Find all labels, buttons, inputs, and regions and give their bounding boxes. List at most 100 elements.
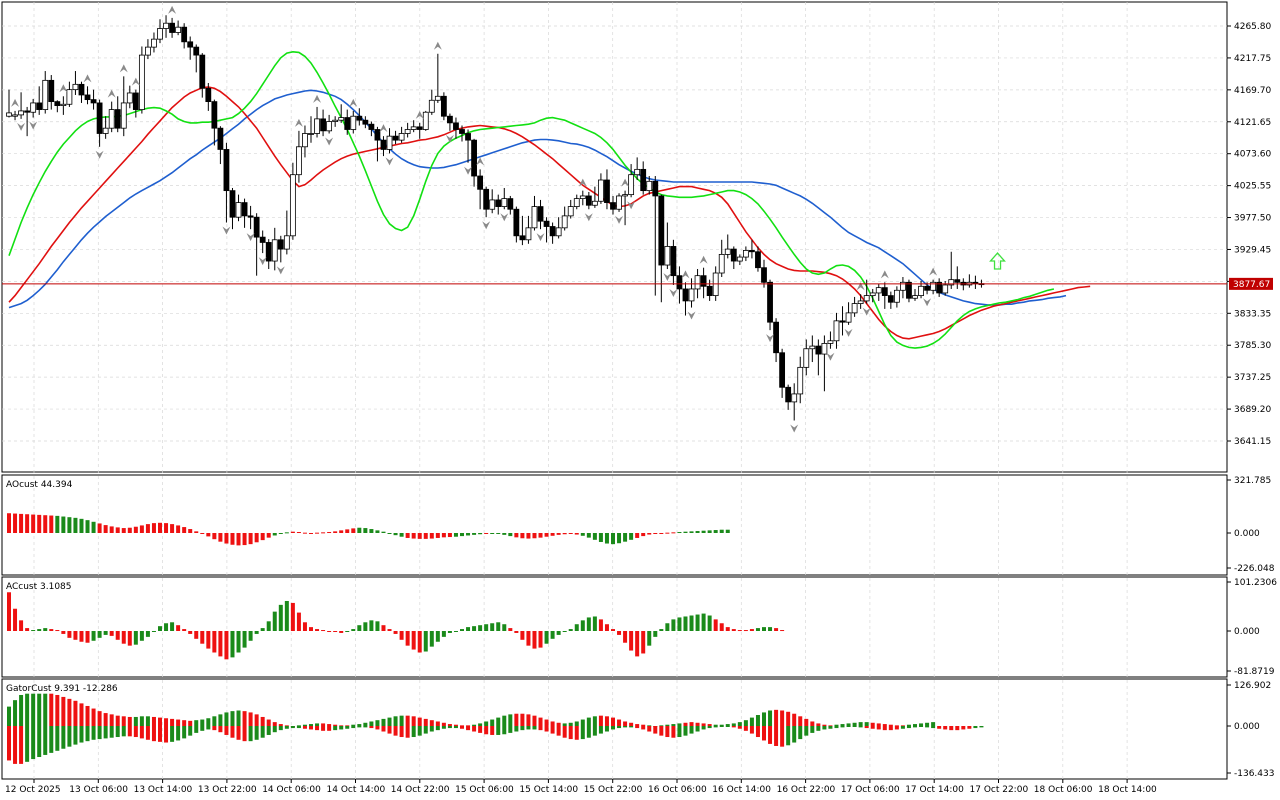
candle-bear [755, 251, 761, 269]
candle-bear [700, 275, 707, 287]
ac-bar [695, 614, 700, 631]
candle-bull [145, 46, 151, 56]
candle-bull [296, 146, 302, 176]
candle-bear [954, 279, 961, 283]
gator-lower-bar [749, 726, 754, 734]
candle-bull [271, 239, 278, 262]
gator-upper-bar [798, 716, 803, 726]
gator-lower-bar [882, 726, 887, 731]
gator-upper-bar [453, 724, 458, 726]
ac-bar [490, 623, 495, 631]
ac-bar [393, 631, 398, 634]
gator-lower-bar [411, 726, 416, 738]
ac-bar [145, 631, 150, 637]
ao-bar [242, 533, 247, 546]
gator-upper-bar [357, 724, 362, 726]
candle-bull [332, 119, 339, 122]
ac-bar [677, 617, 682, 631]
gator-upper-bar [399, 715, 404, 726]
gator-lower-bar [967, 726, 972, 729]
gator-upper-bar [780, 710, 785, 726]
candle-bull [12, 114, 18, 117]
ao-bar [568, 533, 573, 534]
ac-bar [623, 631, 628, 643]
candle-bull [634, 168, 641, 176]
gator-lower-bar [423, 726, 428, 734]
gator-upper-bar [248, 712, 253, 726]
ac-bar [586, 617, 591, 631]
ac-bar [13, 608, 18, 631]
ao-bar [61, 516, 66, 533]
gator-lower-bar [858, 726, 863, 728]
gator-upper-bar [713, 724, 718, 726]
fractal-up-marker [131, 77, 140, 86]
ac-bar [683, 616, 688, 631]
ao-bar [230, 533, 235, 545]
gator-lower-bar [284, 726, 289, 729]
candle-bull [688, 288, 695, 302]
gator-lower-bar [894, 726, 899, 730]
gator-upper-bar [919, 723, 924, 726]
ac-bar [194, 631, 199, 639]
gator-lower-bar [188, 726, 193, 736]
gator-lower-bar [242, 726, 247, 742]
gator-lower-bar [955, 726, 960, 731]
ao-bar [713, 530, 718, 533]
candle-bear [471, 139, 477, 177]
ao-bar [260, 533, 265, 541]
ac-bar [284, 600, 289, 631]
candle-bear [779, 352, 786, 388]
candle-bear [549, 226, 556, 237]
gator-lower-bar [37, 726, 42, 758]
candle-bear [265, 242, 272, 262]
ao-bar [206, 533, 211, 537]
gator-lower-bar [755, 726, 760, 738]
fractal-down-marker [536, 233, 545, 242]
ao-bar [441, 533, 446, 538]
gator-upper-bar [345, 725, 350, 727]
fractal-down-marker [95, 150, 104, 159]
gator-lower-bar [200, 726, 205, 731]
ac-bar [381, 625, 386, 631]
alligator-teeth-line [8, 86, 1091, 340]
candle-bull [942, 284, 949, 294]
candle-bear [54, 101, 61, 106]
gator-upper-bar [822, 724, 827, 726]
candle-bull [434, 95, 441, 101]
gator-upper-bar [762, 712, 766, 726]
gator-lower-bar [375, 726, 380, 730]
candle-bull [108, 109, 115, 129]
gator-upper-bar [25, 693, 30, 726]
ao-tick-label: 321.785 [1234, 476, 1271, 486]
gator-lower-bar [339, 726, 344, 730]
gator-lower-bar [538, 726, 543, 731]
gator-upper-bar [315, 723, 320, 726]
gator-lower-bar [387, 726, 392, 734]
fractal-up-marker [929, 267, 938, 276]
candle-bull [18, 110, 24, 116]
candle-bull [30, 102, 37, 113]
candle-bull [616, 195, 622, 210]
fractal-up-marker [415, 110, 424, 119]
gator-lower-bar [580, 726, 585, 740]
gator-upper-bar [363, 722, 368, 726]
gator-lower-bar [369, 726, 374, 729]
gator-upper-bar [284, 725, 289, 727]
ac-bar [127, 631, 132, 646]
candle-bear [78, 83, 85, 96]
candle-bear [459, 129, 465, 134]
gator-lower-bar [496, 726, 501, 735]
ac-bar [91, 631, 96, 641]
candle-bull [138, 54, 145, 110]
time-tick-label: 15 Oct 14:00 [519, 785, 578, 795]
gator-lower-bar [925, 726, 930, 728]
candle-bull [151, 38, 157, 48]
ac-bar [7, 592, 11, 631]
price-tick-label: 4073.60 [1234, 150, 1271, 160]
candle-bear [24, 110, 31, 113]
gator-upper-bar [369, 721, 374, 726]
gator-upper-bar [339, 725, 344, 727]
gator-upper-bar [580, 719, 585, 726]
gator-upper-bar [520, 713, 525, 726]
ao-bar [351, 528, 356, 533]
